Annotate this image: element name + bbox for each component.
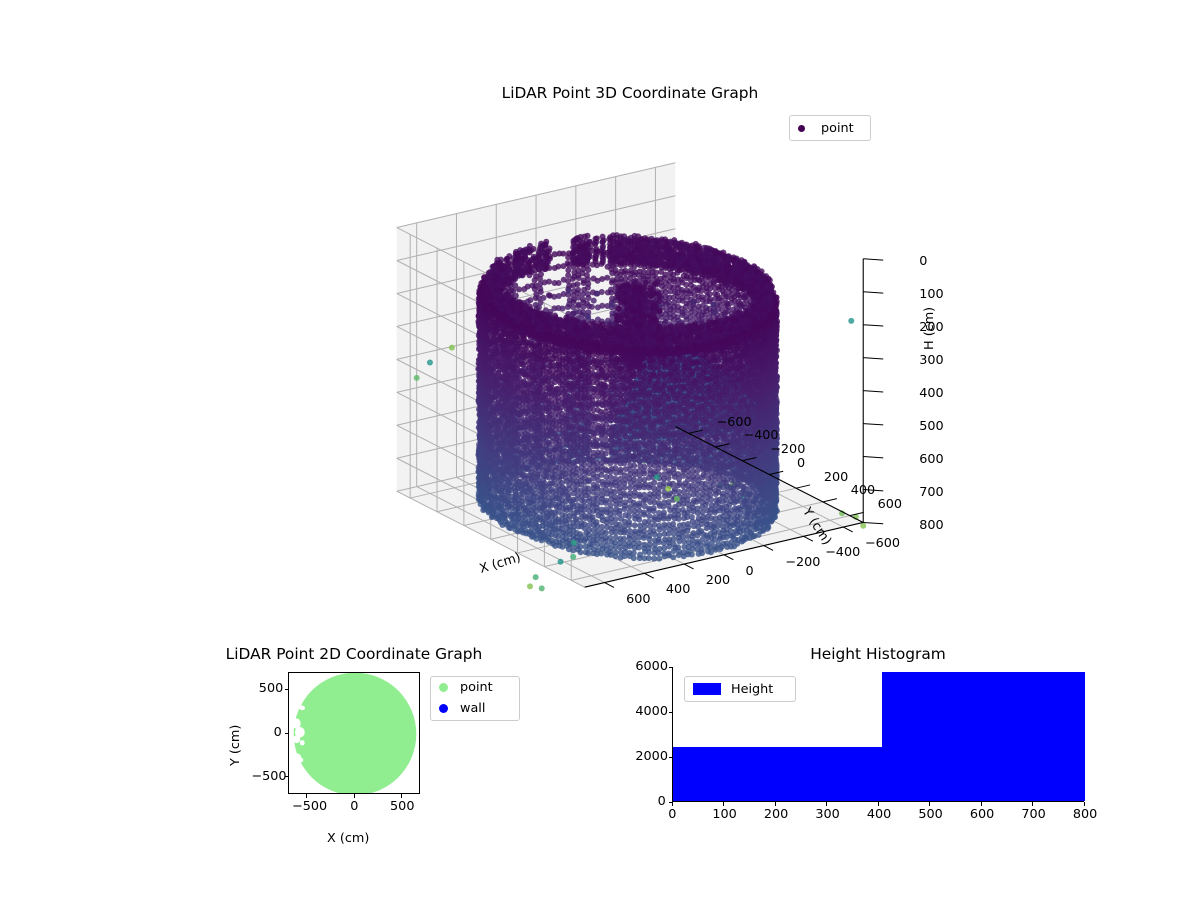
tick-mark-y-hist-1 bbox=[668, 756, 672, 758]
tick-x-hist-6: 600 bbox=[969, 807, 995, 822]
legend-label-wall-2d: wall bbox=[460, 701, 486, 716]
tick-x-3d-2: −200 bbox=[770, 442, 806, 458]
tick-x-3d-4: 200 bbox=[823, 469, 849, 485]
axis-label-x-2d: X (cm) bbox=[327, 831, 370, 846]
tick-mark-y-2d-0 bbox=[284, 776, 288, 778]
axis-label-y-2d: Y (cm) bbox=[228, 724, 243, 766]
tick-mark-y-2d-2 bbox=[284, 688, 288, 690]
legend-3d[interactable]: point bbox=[789, 115, 871, 141]
tick-z-3d-5: 500 bbox=[919, 418, 944, 434]
tick-x-3d-1: −400 bbox=[743, 428, 779, 444]
point-marker-icon bbox=[798, 124, 805, 132]
tick-mark-x-hist-2 bbox=[774, 802, 776, 806]
tick-x-hist-7: 700 bbox=[1021, 807, 1046, 822]
legend-entry-wall-2d[interactable]: wall bbox=[431, 698, 519, 719]
tick-y-hist-0: 0 bbox=[657, 794, 666, 809]
legend-2d[interactable]: point wall bbox=[430, 676, 520, 721]
tick-mark-x-hist-3 bbox=[826, 802, 827, 806]
tick-mark-x-hist-7 bbox=[1032, 802, 1033, 806]
tick-y-3d-2: −200 bbox=[785, 554, 821, 570]
tick-y-3d-1: −400 bbox=[825, 545, 861, 561]
chart-hist-title: Height Histogram bbox=[810, 645, 946, 663]
height-histogram-axes[interactable] bbox=[672, 667, 1085, 802]
tick-y-3d-5: 400 bbox=[665, 582, 691, 598]
tick-mark-x-hist-8 bbox=[1083, 802, 1085, 806]
tick-mark-x-hist-4 bbox=[877, 802, 879, 806]
tick-x-3d-3: 0 bbox=[797, 455, 806, 471]
tick-z-3d-4: 400 bbox=[919, 385, 944, 401]
tick-y-hist-2: 4000 bbox=[635, 704, 668, 719]
chart-3d-title: LiDAR Point 3D Coordinate Graph bbox=[501, 84, 759, 102]
tick-x-3d-0: −600 bbox=[716, 414, 752, 430]
legend-entry-point-2d[interactable]: point bbox=[431, 677, 519, 698]
tick-z-3d-8: 800 bbox=[919, 517, 944, 533]
legend-histogram[interactable]: Height bbox=[684, 676, 796, 702]
histogram-bar-0[interactable] bbox=[673, 747, 882, 801]
legend-label-point: point bbox=[821, 120, 854, 136]
tick-mark-x-2d-1 bbox=[353, 794, 355, 798]
tick-z-3d-3: 300 bbox=[919, 353, 944, 368]
chart-2d-title: LiDAR Point 2D Coordinate Graph bbox=[225, 645, 483, 663]
point-marker-icon bbox=[439, 683, 448, 692]
legend-entry-height[interactable]: Height bbox=[685, 677, 795, 701]
tick-mark-y-2d-1 bbox=[284, 732, 288, 734]
lidar-3d-pointcloud[interactable] bbox=[300, 140, 960, 640]
tick-mark-x-2d-0 bbox=[306, 794, 308, 798]
tick-x-hist-5: 500 bbox=[918, 807, 943, 822]
tick-mark-y-hist-2 bbox=[668, 711, 672, 713]
tick-y-3d-6: 600 bbox=[626, 591, 651, 607]
legend-label-point-2d: point bbox=[460, 680, 493, 695]
tick-mark-x-hist-1 bbox=[723, 802, 724, 806]
lidar-2d-pointcloud[interactable] bbox=[289, 673, 419, 793]
tick-x-2d-2: 500 bbox=[390, 799, 415, 814]
tick-mark-x-2d-2 bbox=[400, 794, 402, 798]
tick-mark-y-hist-0 bbox=[668, 801, 672, 803]
tick-z-3d-0: 0 bbox=[919, 254, 928, 270]
tick-y-2d-0: −500 bbox=[251, 768, 287, 784]
legend-entry-point[interactable]: point bbox=[790, 116, 870, 140]
lidar-3d-axes[interactable] bbox=[300, 140, 960, 640]
tick-x-2d-0: −500 bbox=[292, 799, 328, 814]
tick-y-2d-1: 0 bbox=[273, 725, 282, 740]
height-swatch-icon bbox=[693, 683, 721, 695]
tick-x-hist-4: 400 bbox=[866, 807, 892, 822]
tick-x-3d-6: 600 bbox=[877, 496, 902, 512]
tick-mark-x-hist-0 bbox=[671, 802, 673, 806]
tick-mark-x-hist-5 bbox=[929, 802, 930, 806]
tick-y-hist-1: 2000 bbox=[635, 749, 668, 764]
tick-x-hist-2: 200 bbox=[763, 807, 789, 822]
tick-z-3d-1: 100 bbox=[919, 287, 944, 303]
histogram-bar-1[interactable] bbox=[881, 671, 1085, 801]
tick-y-3d-3: 0 bbox=[745, 563, 754, 579]
tick-x-hist-3: 300 bbox=[815, 807, 840, 822]
tick-x-hist-8: 800 bbox=[1072, 807, 1098, 822]
tick-y-hist-3: 6000 bbox=[635, 659, 668, 674]
tick-x-2d-1: 0 bbox=[350, 799, 359, 814]
tick-x-hist-0: 0 bbox=[668, 807, 677, 822]
tick-x-hist-1: 100 bbox=[712, 807, 737, 822]
tick-mark-y-hist-3 bbox=[668, 666, 672, 668]
wall-marker-icon bbox=[439, 704, 448, 713]
tick-y-2d-2: 500 bbox=[258, 681, 284, 697]
lidar-2d-axes[interactable] bbox=[288, 672, 420, 794]
tick-mark-x-hist-6 bbox=[980, 802, 982, 806]
tick-z-3d-7: 700 bbox=[919, 484, 944, 500]
tick-x-3d-5: 400 bbox=[850, 483, 876, 499]
tick-y-3d-0: −600 bbox=[864, 536, 901, 552]
tick-z-3d-2: 200 bbox=[919, 320, 944, 336]
legend-label-height: Height bbox=[731, 681, 774, 697]
tick-z-3d-6: 600 bbox=[919, 451, 944, 467]
tick-y-3d-4: 200 bbox=[705, 573, 731, 589]
